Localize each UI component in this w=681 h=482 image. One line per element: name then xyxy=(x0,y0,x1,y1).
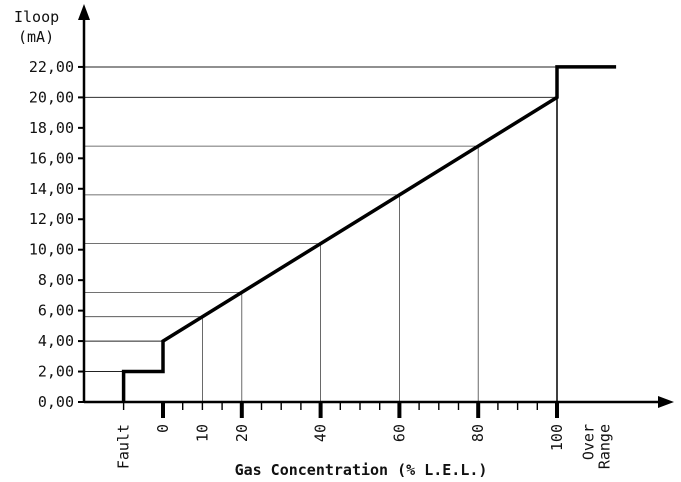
axes xyxy=(78,4,674,418)
series xyxy=(121,65,617,402)
y-tick-label: 22,00 xyxy=(29,58,74,76)
y-axis-arrow xyxy=(78,4,90,20)
x-tick-label: 20 xyxy=(233,424,251,442)
x-tick-label: 100 xyxy=(548,424,566,451)
y-tick-label: 20,00 xyxy=(29,88,74,106)
x-tick-label: 80 xyxy=(469,424,487,442)
y-tick-label: 18,00 xyxy=(29,119,74,137)
x-axis-arrow xyxy=(658,396,674,408)
y-tick-label: 2,00 xyxy=(38,363,74,381)
y-tick-label: 12,00 xyxy=(29,210,74,228)
series-line xyxy=(121,65,617,402)
y-axis-label-line1: Iloop xyxy=(14,8,59,26)
labels: 0,00 2,00 4,00 6,00 8,00 10,00 12,00 14,00 16,00… xyxy=(29,58,614,469)
x-tick-label: Over xyxy=(579,424,597,460)
x-tick-label: 40 xyxy=(312,424,330,442)
y-tick-label: 6,00 xyxy=(38,302,74,320)
y-axis-label-line2: (mA) xyxy=(18,28,54,46)
x-tick-label: Range xyxy=(595,424,613,469)
x-tick-label: Fault xyxy=(115,424,133,469)
reference-lines xyxy=(84,66,558,402)
x-axis-title: Gas Concentration (% L.E.L.) xyxy=(235,461,488,479)
y-tick-label: 8,00 xyxy=(38,271,74,289)
x-tick-label: 60 xyxy=(390,424,408,442)
y-tick-label: 4,00 xyxy=(38,332,74,350)
x-tick-label: 0 xyxy=(154,424,172,433)
y-tick-label: 10,00 xyxy=(29,241,74,259)
y-tick-label: 16,00 xyxy=(29,149,74,167)
y-tick-label: 14,00 xyxy=(29,180,74,198)
y-tick-label: 0,00 xyxy=(38,393,74,411)
x-tick-label: 10 xyxy=(193,424,211,442)
